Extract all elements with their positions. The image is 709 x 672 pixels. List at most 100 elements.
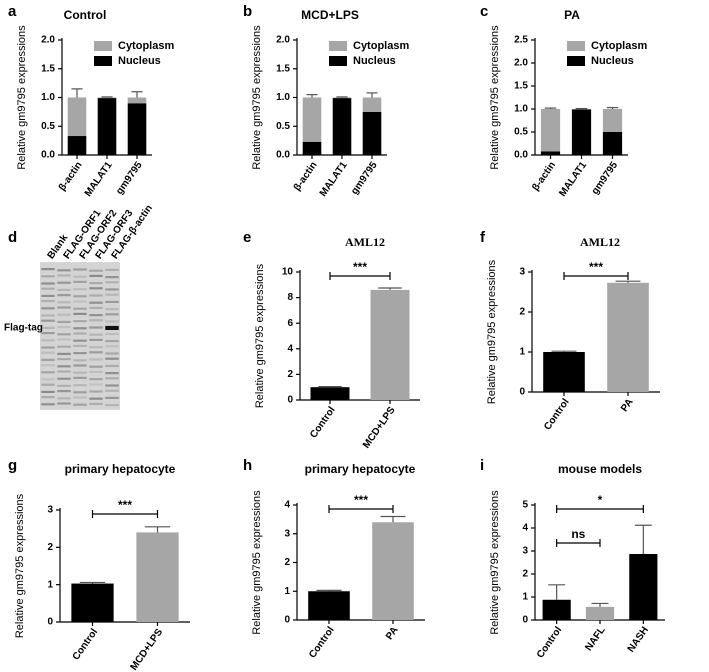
blot-band: [57, 313, 71, 316]
blot-band: [73, 396, 87, 399]
significance-label: ***: [354, 493, 368, 507]
blot-band: [41, 307, 55, 310]
y-tick-label: 0: [519, 387, 525, 398]
blot-band: [105, 281, 119, 284]
blot-band: [57, 397, 71, 400]
y-tick-label: 2: [284, 557, 290, 568]
y-axis-label: Relative gm9795 expressions: [251, 490, 263, 635]
blot-band: [89, 319, 103, 322]
panel-title: primary hepatocyte: [65, 462, 176, 476]
y-axis-label: Relative gm9795 expressions: [14, 493, 26, 638]
y-tick-label: 2.0: [514, 58, 528, 69]
x-tick-label: Control: [535, 625, 565, 661]
significance-label: *: [598, 493, 603, 507]
blot-band: [41, 287, 55, 290]
y-tick-label: 0.5: [276, 121, 290, 132]
x-tick-label: β-actin: [530, 160, 558, 193]
blot-band: [105, 268, 119, 271]
blot-band: [57, 333, 71, 336]
y-axis-label: Relative gm9795 expressions: [489, 25, 501, 170]
blot-band: [73, 376, 87, 379]
bar-segment: [67, 97, 87, 137]
blot-band: [105, 377, 119, 380]
blot-band: [89, 390, 103, 393]
panel-title: AML12: [345, 235, 385, 249]
legend-swatch: [94, 41, 112, 51]
blot-band: [41, 275, 55, 278]
x-tick-label: MALAT1: [557, 160, 589, 199]
blot-band: [41, 358, 55, 361]
blot-band: [57, 274, 71, 277]
blot-band: [41, 326, 55, 329]
x-tick-label: gm9795: [349, 160, 380, 197]
panel-title: mouse models: [558, 462, 642, 476]
panel-letter: i: [480, 457, 484, 474]
legend-label: Cytoplasm: [353, 40, 409, 52]
bar-segment: [540, 109, 561, 152]
blot-band: [73, 403, 87, 406]
y-tick-label: 2.0: [276, 35, 290, 46]
blot-band: [105, 396, 119, 399]
y-tick-label: 1.0: [276, 92, 290, 103]
bar: [629, 553, 658, 620]
x-tick-label: β-actin: [292, 160, 320, 193]
blot-band: [89, 402, 103, 405]
blot-band: [41, 364, 55, 367]
bar: [543, 352, 585, 392]
x-tick-label: Control: [542, 397, 572, 433]
bar-segment: [602, 109, 623, 132]
y-tick-label: 2.0: [41, 35, 55, 46]
blot-band: [57, 352, 71, 355]
panel-title: MCD+LPS: [301, 8, 359, 22]
y-tick-label: 1.0: [41, 92, 55, 103]
blot-band: [57, 288, 71, 291]
blot-band: [57, 384, 71, 387]
bar-segment: [571, 109, 592, 155]
blot-band: [89, 306, 103, 309]
legend-swatch: [567, 41, 585, 51]
blot-band: [105, 293, 119, 296]
blot-band: [41, 371, 55, 374]
blot-band: [41, 300, 55, 303]
y-tick-label: 2: [522, 569, 528, 580]
blot-band: [73, 344, 87, 347]
bar-segment: [332, 98, 352, 155]
blot-band: [89, 378, 103, 381]
panel-letter: c: [480, 3, 488, 20]
blot-band: [89, 397, 103, 400]
x-tick-label: MCD+LPS: [129, 627, 166, 672]
blot-band: [73, 288, 87, 291]
y-tick-label: 1: [522, 592, 528, 603]
blot-band: [89, 338, 103, 341]
panel-letter: h: [243, 457, 252, 474]
bar: [308, 591, 350, 620]
blot-band: [105, 345, 119, 348]
y-tick-label: 0.0: [41, 150, 55, 161]
blot-band: [105, 320, 119, 323]
blot-band: [73, 268, 87, 271]
y-tick-label: 6: [287, 318, 293, 329]
blot-band: [41, 282, 55, 285]
y-axis-label: Relative gm9795 expressions: [486, 259, 498, 404]
panel-title: PA: [564, 8, 580, 22]
y-tick-label: 4: [522, 523, 528, 534]
y-tick-label: 1.5: [276, 63, 290, 74]
y-tick-label: 1: [47, 579, 53, 590]
legend-swatch: [329, 56, 347, 66]
blot-band: [105, 372, 119, 375]
blot-band: [105, 332, 119, 335]
blot-band: [89, 383, 103, 386]
significance-label: ***: [353, 260, 367, 274]
blot-band: [73, 352, 87, 355]
x-tick-label: MALAT1: [318, 160, 350, 199]
legend-label: Nucleus: [353, 55, 396, 67]
y-tick-label: 0.5: [514, 127, 528, 138]
blot-band: [41, 332, 55, 335]
blot-band: [105, 340, 119, 343]
blot-band: [73, 280, 87, 283]
blot-band: [105, 384, 119, 387]
bar: [607, 282, 649, 392]
bar: [136, 532, 179, 622]
x-tick-label: NAFL: [583, 625, 607, 653]
